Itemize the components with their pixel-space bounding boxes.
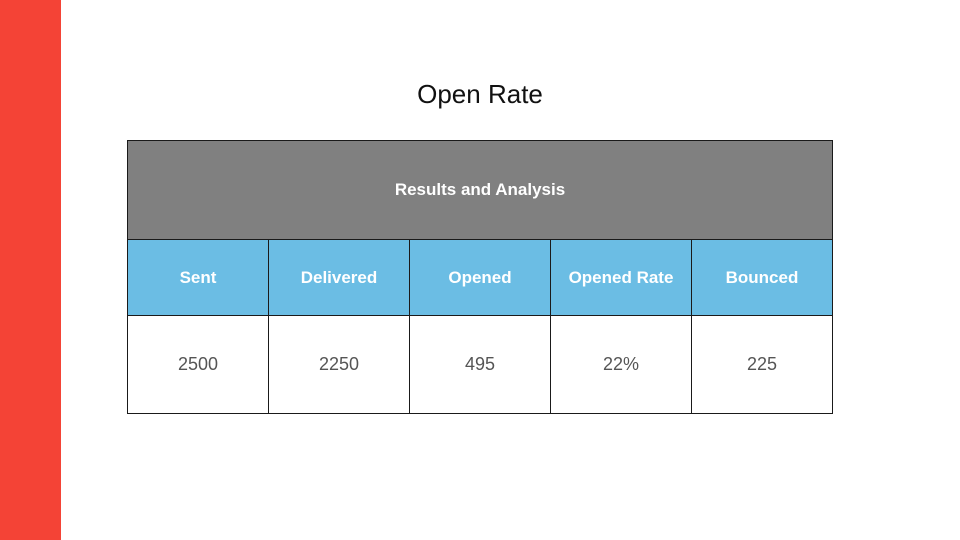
slide-title: Open Rate	[417, 79, 543, 109]
column-header-sent: Sent	[127, 239, 269, 316]
accent-bar	[0, 0, 61, 540]
table-title: Results and Analysis	[127, 140, 833, 240]
value-bounced: 225	[691, 315, 833, 414]
table-title-row: Results and Analysis	[127, 140, 833, 240]
results-table: Results and Analysis Sent Delivered Open…	[127, 140, 833, 414]
column-header-bounced: Bounced	[691, 239, 833, 316]
value-delivered: 2250	[268, 315, 410, 414]
value-opened-rate: 22%	[550, 315, 692, 414]
value-sent: 2500	[127, 315, 269, 414]
column-header-opened: Opened	[409, 239, 551, 316]
column-header-row: Sent Delivered Opened Opened Rate Bounce…	[127, 239, 833, 316]
table-row: 2500 2250 495 22% 225	[127, 315, 833, 414]
column-header-delivered: Delivered	[268, 239, 410, 316]
column-header-opened-rate: Opened Rate	[550, 239, 692, 316]
value-opened: 495	[409, 315, 551, 414]
